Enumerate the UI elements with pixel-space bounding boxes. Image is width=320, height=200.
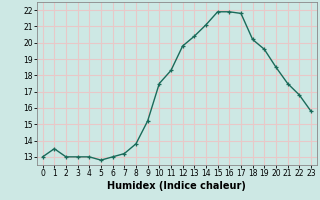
X-axis label: Humidex (Indice chaleur): Humidex (Indice chaleur) (108, 181, 246, 191)
